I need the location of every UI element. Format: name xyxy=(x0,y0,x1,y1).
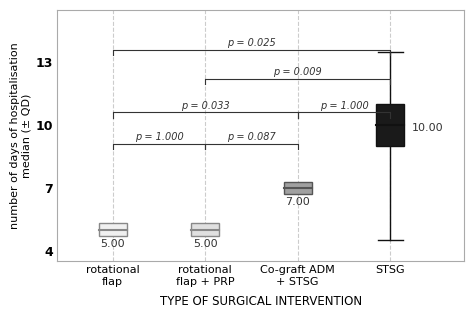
Text: 5.00: 5.00 xyxy=(193,239,218,249)
Text: p = 0.025: p = 0.025 xyxy=(227,38,276,48)
Text: 7.00: 7.00 xyxy=(285,197,310,207)
Y-axis label: number of days of hospitalisation
median (± QD): number of days of hospitalisation median… xyxy=(10,42,31,229)
Bar xyxy=(191,224,219,236)
Text: 5.00: 5.00 xyxy=(100,239,125,249)
Text: 10.00: 10.00 xyxy=(411,123,443,133)
Bar xyxy=(284,182,311,194)
Bar xyxy=(99,224,127,236)
Text: p = 0.087: p = 0.087 xyxy=(227,132,276,142)
Text: p = 1.000: p = 1.000 xyxy=(135,132,183,142)
Text: p = 0.009: p = 0.009 xyxy=(273,67,322,77)
Text: p = 0.033: p = 0.033 xyxy=(181,101,229,111)
Bar xyxy=(376,104,404,146)
X-axis label: TYPE OF SURGICAL INTERVENTION: TYPE OF SURGICAL INTERVENTION xyxy=(160,295,362,308)
Text: p = 1.000: p = 1.000 xyxy=(319,101,368,111)
